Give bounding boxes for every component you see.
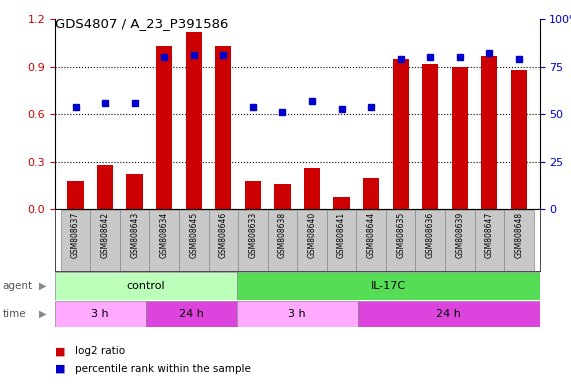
Text: 24 h: 24 h (179, 309, 204, 319)
Bar (356, 210, 386, 271)
Text: GSM808635: GSM808635 (396, 212, 405, 258)
Bar (245, 181, 261, 209)
Text: GSM808648: GSM808648 (514, 212, 524, 258)
Text: GSM808642: GSM808642 (100, 212, 110, 258)
Bar (416, 210, 445, 271)
Bar (445, 210, 475, 271)
Text: 3 h: 3 h (91, 309, 109, 319)
Text: GSM808640: GSM808640 (308, 212, 316, 258)
Text: GSM808636: GSM808636 (426, 212, 435, 258)
Bar (386, 210, 416, 271)
Bar (127, 174, 143, 209)
Text: ▶: ▶ (39, 309, 46, 319)
Text: time: time (3, 309, 26, 319)
Bar (236, 301, 358, 327)
Text: GDS4807 / A_23_P391586: GDS4807 / A_23_P391586 (55, 17, 228, 30)
Text: ■: ■ (55, 364, 65, 374)
Text: GSM808641: GSM808641 (337, 212, 346, 258)
Text: GSM808647: GSM808647 (485, 212, 494, 258)
Text: 24 h: 24 h (436, 309, 461, 319)
Text: GSM808644: GSM808644 (367, 212, 376, 258)
Bar (208, 210, 238, 271)
Bar (304, 168, 320, 209)
Text: agent: agent (3, 281, 33, 291)
Bar (363, 178, 379, 209)
Bar (156, 46, 172, 209)
Text: ▶: ▶ (39, 281, 46, 291)
Text: 3 h: 3 h (288, 309, 306, 319)
Bar (481, 56, 497, 209)
Bar (392, 59, 409, 209)
Bar (475, 210, 504, 271)
Bar (55, 272, 236, 300)
Bar (150, 210, 179, 271)
Bar (238, 210, 268, 271)
Bar (274, 184, 291, 209)
Bar (67, 181, 83, 209)
Text: GSM808646: GSM808646 (219, 212, 228, 258)
Text: GSM808634: GSM808634 (160, 212, 168, 258)
Text: percentile rank within the sample: percentile rank within the sample (75, 364, 251, 374)
Bar (179, 210, 208, 271)
Bar (268, 210, 297, 271)
Bar (504, 210, 534, 271)
Bar (297, 210, 327, 271)
Bar (120, 210, 150, 271)
Text: GSM808638: GSM808638 (278, 212, 287, 258)
Text: GSM808639: GSM808639 (455, 212, 464, 258)
Bar (511, 70, 527, 209)
Bar (55, 301, 146, 327)
Bar (61, 210, 90, 271)
Bar (358, 301, 540, 327)
Text: control: control (126, 281, 165, 291)
Text: GSM808643: GSM808643 (130, 212, 139, 258)
Bar (97, 165, 113, 209)
Bar (90, 210, 120, 271)
Text: log2 ratio: log2 ratio (75, 346, 125, 356)
Bar (327, 210, 356, 271)
Text: ■: ■ (55, 346, 65, 356)
Bar (422, 64, 439, 209)
Text: GSM808645: GSM808645 (189, 212, 198, 258)
Bar (215, 46, 231, 209)
Bar (236, 272, 540, 300)
Text: GSM808637: GSM808637 (71, 212, 80, 258)
Bar (452, 67, 468, 209)
Text: GSM808633: GSM808633 (248, 212, 258, 258)
Text: IL-17C: IL-17C (371, 281, 405, 291)
Bar (186, 32, 202, 209)
Bar (333, 197, 349, 209)
Bar (146, 301, 236, 327)
